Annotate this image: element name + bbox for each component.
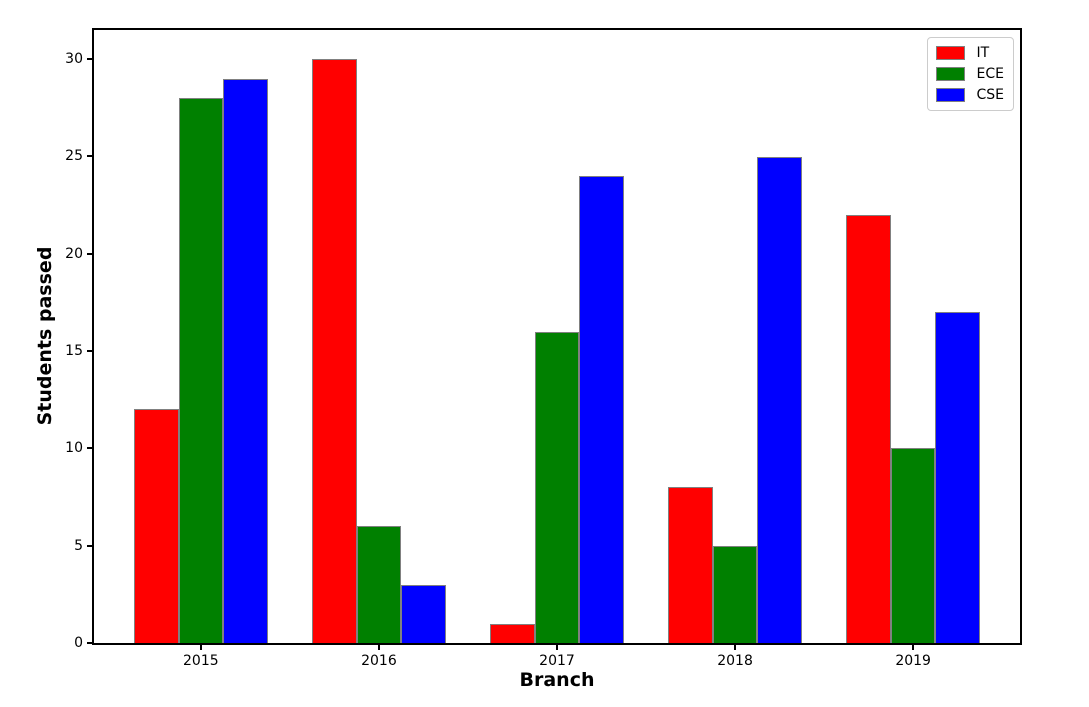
bar-it-2017 <box>490 623 535 643</box>
y-tick-mark-30 <box>87 58 92 61</box>
y-tick-label-30: 30 <box>65 51 83 68</box>
y-tick-mark-20 <box>87 252 92 255</box>
legend: IT ECE CSE <box>927 37 1014 111</box>
bar-ece-2017 <box>534 331 580 643</box>
x-tick-label-2017: 2017 <box>539 653 575 669</box>
x-tick-mark-2018 <box>734 645 737 650</box>
plot-area: IT ECE CSE <box>92 28 1022 645</box>
bar-it-2016 <box>312 59 357 643</box>
x-tick-label-2019: 2019 <box>895 653 931 669</box>
y-tick-mark-25 <box>87 155 92 158</box>
y-tick-mark-5 <box>87 544 92 547</box>
bar-cse-2018 <box>757 156 802 643</box>
y-tick-label-5: 5 <box>74 537 83 554</box>
x-axis-label: Branch <box>519 669 595 691</box>
legend-swatch-cse <box>936 88 966 102</box>
x-tick-mark-2016 <box>377 645 380 650</box>
y-axis-label-text: Students passed <box>34 246 56 426</box>
x-tick-label-2018: 2018 <box>717 653 753 669</box>
x-tick-label-2016: 2016 <box>361 653 397 669</box>
y-tick-label-10: 10 <box>65 440 83 457</box>
x-tick-label-2015: 2015 <box>183 653 219 669</box>
bar-it-2018 <box>668 487 713 643</box>
bar-it-2019 <box>846 214 891 643</box>
y-tick-label-20: 20 <box>65 245 83 262</box>
x-tick-mark-2015 <box>199 645 202 650</box>
legend-row-it: IT <box>936 45 1004 61</box>
legend-swatch-it <box>936 46 966 60</box>
bar-cse-2017 <box>579 175 624 643</box>
bar-it-2015 <box>134 409 179 643</box>
x-tick-mark-2017 <box>556 645 558 650</box>
legend-label-cse: CSE <box>976 87 1004 103</box>
legend-swatch-ece <box>936 67 966 81</box>
bar-ece-2018 <box>712 545 758 643</box>
bar-cse-2019 <box>935 312 980 643</box>
bar-ece-2016 <box>356 526 402 643</box>
y-tick-label-25: 25 <box>65 148 83 165</box>
bar-ece-2015 <box>178 98 224 643</box>
y-tick-mark-0 <box>87 642 92 644</box>
bar-cse-2016 <box>401 584 446 643</box>
bar-ece-2019 <box>890 448 936 643</box>
y-tick-label-0: 0 <box>74 635 83 651</box>
legend-label-ece: ECE <box>976 66 1004 82</box>
y-tick-mark-10 <box>87 447 92 450</box>
legend-label-it: IT <box>976 45 990 61</box>
legend-row-ece: ECE <box>936 66 1004 82</box>
y-tick-label-15: 15 <box>65 343 83 360</box>
legend-row-cse: CSE <box>936 87 1004 103</box>
x-tick-mark-2019 <box>912 645 915 650</box>
y-tick-mark-15 <box>87 350 92 353</box>
bar-cse-2015 <box>223 78 268 643</box>
